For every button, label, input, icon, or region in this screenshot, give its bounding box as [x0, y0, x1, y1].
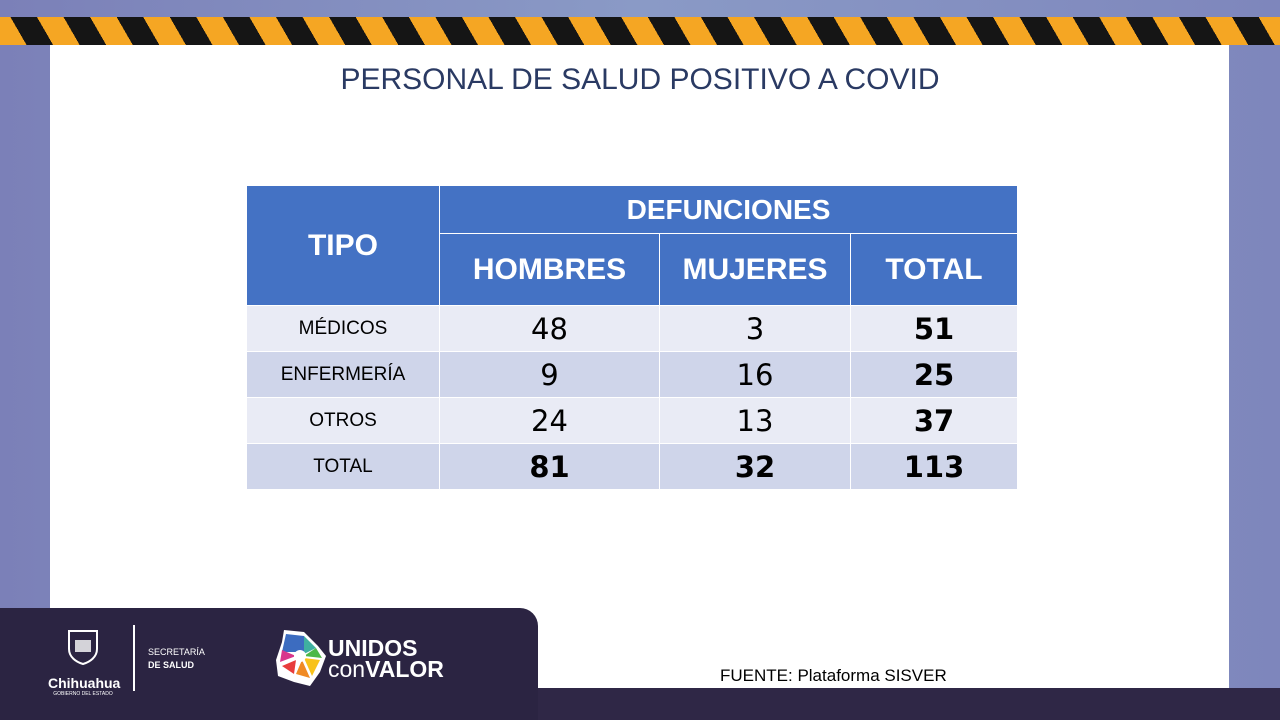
header-mujeres: MUJERES	[659, 233, 851, 306]
source-note: FUENTE: Plataforma SISVER	[720, 666, 947, 685]
cell: 24	[439, 397, 660, 444]
cell: 3	[659, 305, 851, 352]
logo-tab	[0, 608, 538, 720]
header-total: TOTAL	[850, 233, 1018, 306]
logo-divider	[133, 625, 135, 691]
cell: 9	[439, 351, 660, 398]
row-label: ENFERMERÍA	[246, 351, 440, 398]
table-row: MÉDICOS 48 3 51	[246, 305, 1018, 352]
header-tipo: TIPO	[246, 185, 440, 306]
table-row: ENFERMERÍA 9 16 25	[246, 351, 1018, 398]
header-hombres: HOMBRES	[439, 233, 660, 306]
table-row: OTROS 24 13 37	[246, 397, 1018, 444]
table-row-total: TOTAL 81 32 113	[246, 443, 1018, 490]
state-name: Chihuahua	[48, 675, 121, 691]
cell-total: 32	[659, 443, 851, 490]
cell: 48	[439, 305, 660, 352]
secretaria-logo: SECRETARÍA DE SALUD	[148, 647, 205, 670]
page-title: PERSONAL DE SALUD POSITIVO A COVID	[340, 63, 940, 96]
coat-of-arms-icon	[68, 630, 98, 666]
cell-total: 25	[850, 351, 1018, 398]
cell-total: 51	[850, 305, 1018, 352]
header-defunciones: DEFUNCIONES	[439, 185, 1018, 234]
row-label: OTROS	[246, 397, 440, 444]
cell: 13	[659, 397, 851, 444]
chihuahua-logo: Chihuahua GOBIERNO DEL ESTADO	[48, 628, 121, 697]
deaths-table: TIPO DEFUNCIONES HOMBRES MUJERES TOTAL M…	[246, 185, 1018, 490]
state-subtitle: GOBIERNO DEL ESTADO	[53, 691, 113, 697]
cell-total: 37	[850, 397, 1018, 444]
cell-total: 81	[439, 443, 660, 490]
row-label: MÉDICOS	[246, 305, 440, 352]
unidos-con-valor-logo: UNIDOS conVALOR	[328, 635, 444, 682]
row-label: TOTAL	[246, 443, 440, 490]
cell-total: 113	[850, 443, 1018, 490]
hazard-stripes	[0, 17, 1280, 45]
chihuahua-map-icon	[276, 630, 326, 686]
cell: 16	[659, 351, 851, 398]
